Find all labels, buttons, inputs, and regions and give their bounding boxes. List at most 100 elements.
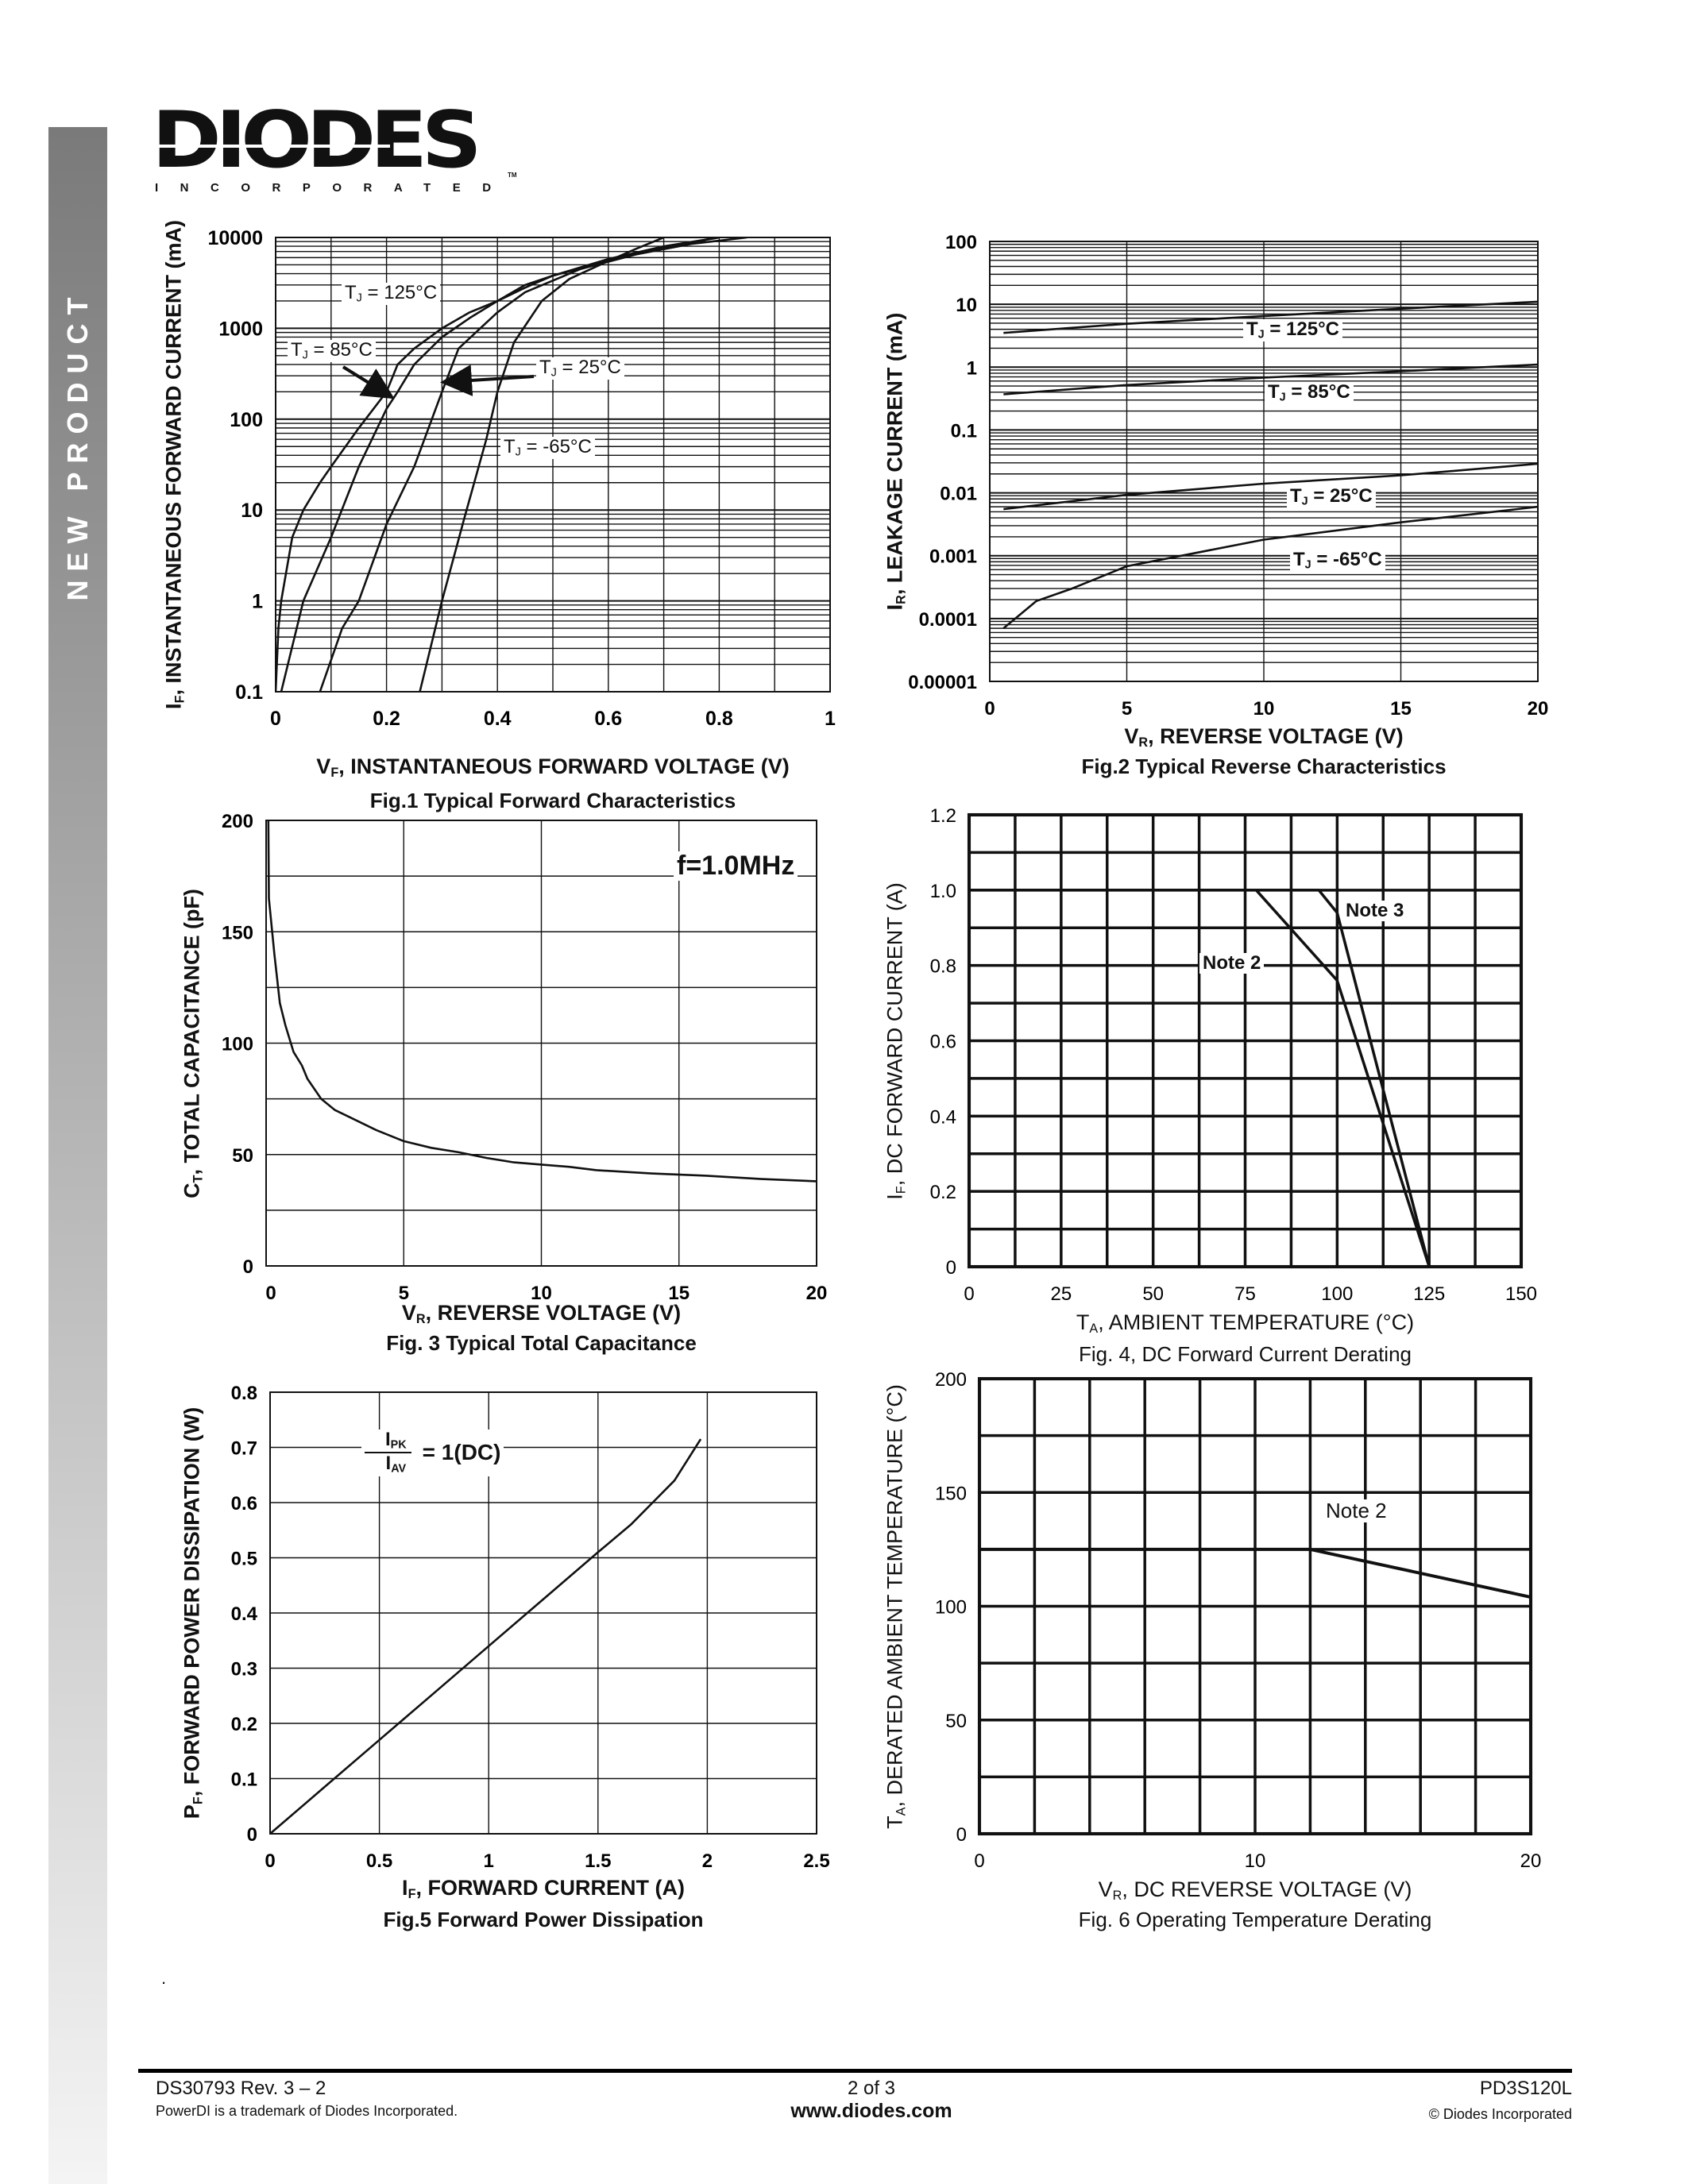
- x-tick-label: 0.8: [705, 708, 733, 730]
- x-axis-title: TA, AMBIENT TEMPERATURE (°C): [1076, 1310, 1414, 1337]
- label-subscript: A: [894, 1807, 909, 1815]
- label-symbol: V: [316, 754, 331, 778]
- y-tick-label: 0.8: [930, 956, 956, 978]
- label-subscript: J: [1304, 558, 1311, 572]
- x-axis-title: VR, REVERSE VOLTAGE (V): [1124, 724, 1403, 751]
- x-tick-label: 0.2: [373, 708, 400, 730]
- label-symbol: T: [1293, 549, 1305, 570]
- y-tick-label: 0.2: [231, 1714, 257, 1735]
- series-label: TJ = 25°C: [1287, 485, 1376, 509]
- label-text: , REVERSE VOLTAGE (V): [425, 1301, 682, 1325]
- label-text: = -65°C: [520, 436, 592, 457]
- label-symbol: T: [345, 282, 357, 303]
- label-symbol: V: [1098, 1877, 1113, 1901]
- series-line-1: [270, 1438, 702, 1834]
- label-text: Note 3: [1346, 900, 1404, 921]
- y-tick-label: 0.6: [930, 1032, 956, 1053]
- y-tick-label: 1.0: [930, 881, 956, 902]
- y-tick-label: 1: [967, 357, 977, 379]
- label-subscript: A: [1089, 1322, 1099, 1337]
- label-subscript: J: [356, 291, 362, 305]
- label-text: , INSTANTANEOUS FORWARD CURRENT (mA): [161, 220, 186, 696]
- chart-2: 0.00001 0.0001 0.001 0.01 0.1 1 10 100 0 5 10 15 20: [908, 232, 1548, 720]
- footer-website-link[interactable]: www.diodes.com: [790, 2100, 952, 2122]
- y-tick-label: 150: [222, 922, 253, 943]
- label-subscript: J: [1257, 328, 1265, 341]
- y-tick-label: 0.4: [930, 1106, 956, 1128]
- figure-caption: Fig. 6 Operating Temperature Derating: [1078, 1908, 1432, 1931]
- x-axis-title: VR, DC REVERSE VOLTAGE (V): [1099, 1877, 1412, 1904]
- series-line-1: [276, 237, 665, 692]
- x-axis-title: VF, INSTANTANEOUS FORWARD VOLTAGE (V): [316, 754, 789, 781]
- x-tick-label: 20: [806, 1283, 828, 1304]
- y-tick-label: 150: [935, 1483, 967, 1504]
- label-text: Note 2: [1326, 1499, 1387, 1522]
- chart-3: 0 50 100 150 200 0 5 10 15 20: [222, 811, 827, 1304]
- series-line-2: [969, 889, 1431, 1267]
- series-label: TJ = 25°C: [536, 357, 624, 380]
- label-text: = 85°C: [307, 339, 373, 361]
- x-tick-label: 2: [702, 1850, 713, 1872]
- y-tick-label: 200: [935, 1369, 967, 1391]
- label-subscript: R: [415, 1312, 426, 1327]
- label-symbol: C: [180, 1182, 204, 1198]
- arrow-85c: [342, 365, 395, 399]
- series-label: TJ = 125°C: [342, 282, 441, 306]
- footer-trademark: PowerDI is a trademark of Diodes Incorpo…: [156, 2103, 458, 2119]
- series-label: TJ = 85°C: [288, 339, 376, 363]
- chart-6: 0 50 100 150 200 0 10 20: [935, 1369, 1541, 1872]
- y-axis-title: IF, DC FORWARD CURRENT (A): [883, 882, 909, 1199]
- y-tick-label: 0: [956, 1824, 967, 1846]
- x-tick-label: 2.5: [803, 1850, 829, 1872]
- x-tick-label: 20: [1528, 698, 1549, 720]
- label-subscript: J: [302, 349, 308, 362]
- x-tick-label: 75: [1234, 1283, 1256, 1305]
- series-line-4: [419, 237, 720, 692]
- ratio-denominator: IAV: [370, 1453, 407, 1476]
- y-tick-label: 0.5: [231, 1549, 257, 1570]
- label-subscript: AV: [391, 1463, 407, 1476]
- label-symbol: T: [539, 357, 551, 378]
- series-line-1: [979, 1547, 1531, 1599]
- series-line-4: [1002, 505, 1538, 630]
- label-text: = -65°C: [1311, 549, 1382, 570]
- label-symbol: I: [385, 1453, 392, 1475]
- label-subscript: R: [1112, 1889, 1122, 1904]
- label-subscript: PK: [390, 1438, 407, 1452]
- plot-frame: [265, 820, 817, 1267]
- y-tick-label: 100: [935, 1597, 967, 1619]
- label-subscript: R: [1138, 735, 1149, 751]
- y-tick-label: 0.1: [951, 420, 977, 442]
- label-symbol: V: [401, 1301, 416, 1325]
- figure-caption: Fig.2 Typical Reverse Characteristics: [1081, 754, 1447, 778]
- y-tick-label: 10: [241, 500, 263, 522]
- figure-caption: Fig.5 Forward Power Dissipation: [383, 1908, 704, 1931]
- plot-frame: [977, 1376, 1533, 1836]
- y-tick-label: 0.0001: [919, 609, 977, 631]
- figure-caption: Fig.1 Typical Forward Characteristics: [369, 789, 736, 812]
- x-tick-label: 1: [484, 1850, 494, 1872]
- x-tick-label: 1: [825, 708, 836, 730]
- x-tick-label: 0: [974, 1850, 984, 1872]
- series-line-2: [1003, 363, 1538, 396]
- plot-frame: [275, 237, 831, 693]
- x-tick-label: 0.6: [594, 708, 622, 730]
- y-tick-label: 0.1: [231, 1769, 257, 1791]
- label-subscript: F: [330, 766, 339, 781]
- x-tick-label: 10: [531, 1283, 552, 1304]
- x-tick-label: 0: [265, 1850, 275, 1872]
- ratio-fraction: IPK IAV: [365, 1429, 411, 1476]
- y-tick-label: 0: [243, 1256, 253, 1278]
- series-label: TJ = 85°C: [1265, 381, 1354, 405]
- label-text: , AMBIENT TEMPERATURE (°C): [1098, 1310, 1415, 1334]
- y-tick-label: 10: [956, 295, 977, 316]
- x-tick-label: 50: [1142, 1283, 1164, 1305]
- series-label: TJ = -65°C: [500, 436, 595, 460]
- series-label: TJ = -65°C: [1290, 549, 1385, 573]
- x-axis-title: VR, REVERSE VOLTAGE (V): [402, 1301, 681, 1327]
- series-line-3: [319, 237, 747, 692]
- label-text: = 25°C: [1308, 485, 1373, 507]
- label-subscript: T: [191, 1175, 206, 1183]
- logo-subtitle: INCORPORATED: [155, 181, 513, 195]
- label-subscript: F: [894, 1185, 909, 1194]
